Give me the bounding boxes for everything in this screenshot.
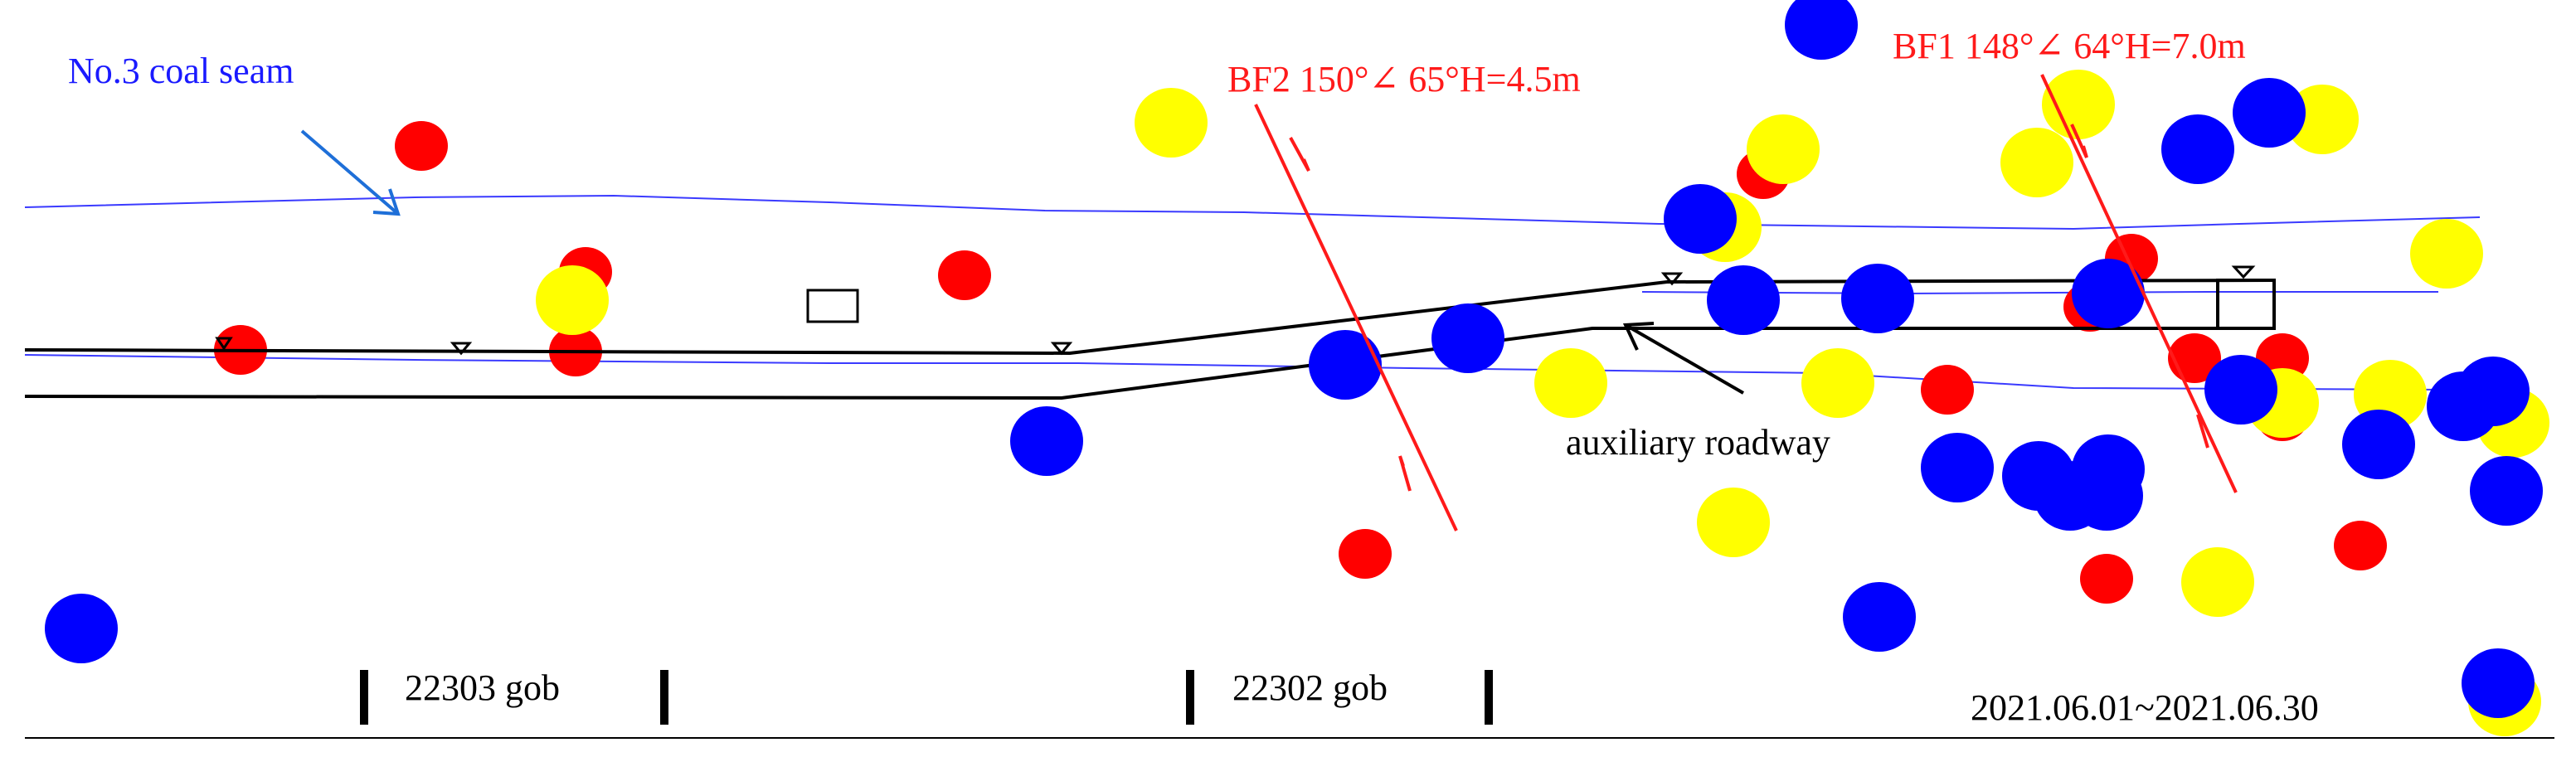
event-blue-circle [2070, 461, 2143, 531]
event-red-circle [395, 121, 448, 171]
inverted-triangle-icon [1660, 272, 1684, 286]
fault-slip-arrow-upper [2070, 124, 2088, 158]
inverted-triangle-icon [450, 342, 473, 356]
event-blue-circle [2233, 78, 2306, 148]
gob-marker-22302-left [1186, 670, 1194, 725]
bottom-scale [25, 670, 2554, 739]
event-yellow-circle [2181, 547, 2254, 617]
event-red-circle [2334, 521, 2387, 570]
gob-marker-22302-right [1485, 670, 1493, 725]
fault-slip-arrow-lower [2196, 414, 2209, 449]
annotation-arrows [300, 129, 1745, 395]
event-yellow-circle [1135, 88, 1208, 158]
event-blue-circle [1309, 330, 1382, 400]
event-blue-circle [2161, 114, 2234, 184]
event-yellow-circle [2286, 85, 2359, 154]
event-red-circle [1339, 529, 1392, 579]
event-yellow-circle [2410, 219, 2483, 289]
fault-slip-arrow-lower [1398, 455, 1412, 492]
auxiliary-roadway-label: auxiliary roadway [1566, 422, 1830, 463]
fault-bf1-label: BF1 148°∠ 64°H=7.0m [1893, 26, 2246, 66]
coal-seam-arrow [300, 129, 400, 216]
roadway-arrow [1624, 323, 1745, 395]
event-blue-circle [1664, 184, 1737, 254]
inverted-triangle-icon [1050, 342, 1073, 356]
event-yellow-circle [1801, 348, 1874, 418]
event-blue-circle [1843, 582, 1916, 652]
event-yellow-circle [1534, 348, 1607, 418]
event-red-circle [1921, 365, 1974, 415]
date-range-label: 2021.06.01~2021.06.30 [1971, 687, 2319, 728]
event-blue-circle [2470, 456, 2543, 526]
event-yellow-circle [1697, 488, 1770, 557]
event-blue-circle [1431, 303, 1504, 373]
coal-seam-lower-line [24, 354, 2456, 391]
events-yellow [536, 70, 2549, 736]
fault-bf1 [2040, 74, 2238, 493]
inverted-triangle-icon [215, 337, 233, 351]
gob-22302-label: 22302 gob [1232, 667, 1388, 708]
fault-line-icon [2040, 74, 2238, 493]
gob-22303-label: 22303 gob [405, 667, 560, 708]
gob-marker-22303-left [360, 670, 368, 725]
event-blue-circle [1707, 265, 1780, 335]
event-yellow-circle [2042, 70, 2115, 139]
inverted-triangle-icon [2231, 265, 2256, 279]
event-red-circle [938, 250, 991, 300]
events-blue [45, 0, 2543, 718]
fault-line-icon [1254, 104, 1458, 531]
event-blue-circle [1010, 406, 1083, 476]
coal-seam-upper-line [24, 194, 2481, 230]
fault-bf2-label: BF2 150°∠ 65°H=4.5m [1227, 59, 1581, 99]
event-red-circle [2080, 554, 2133, 604]
event-blue-circle [1921, 433, 1994, 502]
fault-bf2 [1254, 104, 1458, 531]
event-blue-circle [1785, 0, 1858, 60]
coal-seam-label: No.3 coal seam [68, 51, 294, 91]
chamber-box [806, 289, 859, 323]
roadway-markers [215, 265, 2256, 356]
events-red [214, 121, 2387, 604]
gob-marker-22303-right [660, 670, 668, 725]
event-blue-circle [2342, 410, 2415, 479]
event-yellow-circle [2000, 128, 2073, 197]
roadway-arrow-head [1622, 322, 1655, 351]
event-blue-circle [2204, 355, 2277, 425]
event-yellow-circle [1747, 114, 1820, 184]
event-red-circle [2168, 333, 2221, 383]
roadway-upper-line [24, 279, 2275, 356]
event-blue-circle [1841, 264, 1914, 333]
event-blue-circle [2462, 648, 2535, 718]
event-blue-circle [45, 594, 118, 663]
event-blue-circle [2072, 259, 2145, 328]
event-yellow-circle [536, 265, 609, 335]
fault-slip-arrow-upper [1289, 137, 1310, 172]
event-blue-circle [2457, 357, 2530, 426]
roadway-chamber-box [2216, 279, 2276, 330]
coal-seam-arrow-head [372, 188, 401, 216]
